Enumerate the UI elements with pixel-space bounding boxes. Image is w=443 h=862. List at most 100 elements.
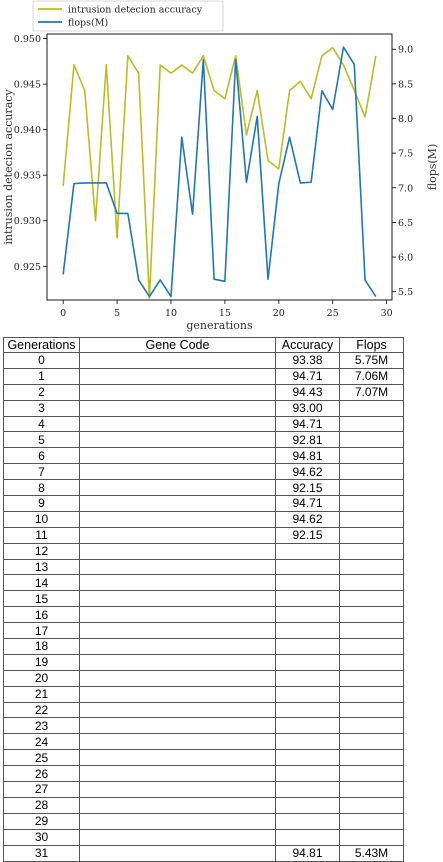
cell-gene-code bbox=[80, 607, 276, 623]
cell-gene-code bbox=[80, 813, 276, 829]
chart-axes: 0 5 10 15 20 25 300.9250.9300.9350.9400.9450.9… bbox=[2, 34, 439, 332]
y2-axis-label: flops(M) bbox=[426, 144, 439, 191]
cell-accuracy: 93.38 bbox=[276, 353, 340, 369]
cell-accuracy bbox=[276, 734, 340, 750]
x-axis-label: generations bbox=[186, 319, 253, 332]
cell-flops bbox=[340, 829, 404, 845]
cell-gene-code bbox=[80, 384, 276, 400]
cell-gene-code bbox=[80, 702, 276, 718]
cell-flops bbox=[340, 496, 404, 512]
table-row: 28 bbox=[4, 797, 404, 813]
header-accuracy: Accuracy bbox=[276, 338, 340, 353]
x-tick-label: 10 bbox=[165, 308, 177, 319]
cell-gene-code bbox=[80, 686, 276, 702]
table-row: 23 bbox=[4, 718, 404, 734]
table-row: 19 bbox=[4, 654, 404, 670]
cell-generation: 28 bbox=[4, 797, 80, 813]
plot-area bbox=[63, 47, 376, 298]
cell-flops: 5.43M bbox=[340, 845, 404, 861]
cell-gene-code bbox=[80, 543, 276, 559]
cell-accuracy bbox=[276, 575, 340, 591]
cell-flops bbox=[340, 448, 404, 464]
cell-accuracy bbox=[276, 607, 340, 623]
cell-generation: 19 bbox=[4, 654, 80, 670]
cell-flops bbox=[340, 591, 404, 607]
table-row: 17 bbox=[4, 623, 404, 639]
x-tick-label: 20 bbox=[273, 308, 285, 319]
cell-flops: 7.07M bbox=[340, 384, 404, 400]
y2-tick-label: 6.5 bbox=[398, 218, 413, 229]
dual-axis-line-chart: intrusion detecion accuracy flops(M) 0 5 10… bbox=[0, 0, 443, 334]
table-row: 16 bbox=[4, 607, 404, 623]
cell-gene-code bbox=[80, 591, 276, 607]
table-row: 13 bbox=[4, 559, 404, 575]
cell-flops bbox=[340, 797, 404, 813]
cell-gene-code bbox=[80, 368, 276, 384]
cell-accuracy bbox=[276, 718, 340, 734]
header-flops: Flops bbox=[340, 338, 404, 353]
cell-generation: 21 bbox=[4, 686, 80, 702]
cell-gene-code bbox=[80, 464, 276, 480]
cell-accuracy: 94.62 bbox=[276, 464, 340, 480]
cell-gene-code bbox=[80, 797, 276, 813]
cell-accuracy bbox=[276, 766, 340, 782]
table-row: 2 94.43 7.07M bbox=[4, 384, 404, 400]
cell-flops bbox=[340, 750, 404, 766]
cell-accuracy bbox=[276, 750, 340, 766]
cell-gene-code bbox=[80, 734, 276, 750]
cell-generation: 5 bbox=[4, 432, 80, 448]
cell-flops bbox=[340, 702, 404, 718]
cell-generation: 4 bbox=[4, 416, 80, 432]
cell-flops bbox=[340, 686, 404, 702]
cell-generation: 11 bbox=[4, 527, 80, 543]
table-row: 1 94.71 7.06M bbox=[4, 368, 404, 384]
cell-generation: 23 bbox=[4, 718, 80, 734]
table-row: 5 92.81 bbox=[4, 432, 404, 448]
cell-flops bbox=[340, 639, 404, 655]
cell-flops bbox=[340, 400, 404, 416]
table-row: 9 94.71 bbox=[4, 496, 404, 512]
cell-gene-code bbox=[80, 416, 276, 432]
cell-accuracy: 94.71 bbox=[276, 416, 340, 432]
cell-flops bbox=[340, 527, 404, 543]
cell-generation: 10 bbox=[4, 511, 80, 527]
y2-tick-label: 6.0 bbox=[398, 253, 413, 264]
table-row: 7 94.62 bbox=[4, 464, 404, 480]
cell-accuracy bbox=[276, 559, 340, 575]
y2-tick-label: 5.5 bbox=[398, 287, 413, 298]
cell-flops bbox=[340, 813, 404, 829]
cell-accuracy: 92.15 bbox=[276, 527, 340, 543]
legend-label-1: flops(M) bbox=[68, 18, 108, 29]
cell-accuracy: 94.43 bbox=[276, 384, 340, 400]
cell-accuracy bbox=[276, 702, 340, 718]
cell-flops bbox=[340, 766, 404, 782]
cell-gene-code bbox=[80, 448, 276, 464]
cell-gene-code bbox=[80, 829, 276, 845]
y2-tick-label: 9.0 bbox=[398, 45, 413, 56]
cell-flops bbox=[340, 464, 404, 480]
cell-generation: 6 bbox=[4, 448, 80, 464]
cell-gene-code bbox=[80, 353, 276, 369]
cell-gene-code bbox=[80, 480, 276, 496]
cell-generation: 2 bbox=[4, 384, 80, 400]
cell-gene-code bbox=[80, 718, 276, 734]
cell-accuracy bbox=[276, 686, 340, 702]
cell-flops bbox=[340, 543, 404, 559]
series-line-1 bbox=[63, 47, 376, 296]
y2-tick-label: 8.0 bbox=[398, 114, 413, 125]
y2-tick-label: 7.5 bbox=[398, 149, 413, 160]
cell-accuracy bbox=[276, 670, 340, 686]
cell-accuracy bbox=[276, 623, 340, 639]
cell-generation: 31 bbox=[4, 845, 80, 861]
x-tick-label: 15 bbox=[219, 308, 231, 319]
cell-accuracy: 93.00 bbox=[276, 400, 340, 416]
y2-tick-label: 8.5 bbox=[398, 79, 413, 90]
cell-gene-code bbox=[80, 432, 276, 448]
cell-generation: 14 bbox=[4, 575, 80, 591]
table-row: 3 93.00 bbox=[4, 400, 404, 416]
cell-generation: 0 bbox=[4, 353, 80, 369]
generations-table: Generations Gene Code Accuracy Flops 0 93… bbox=[3, 337, 404, 862]
table-row: 24 bbox=[4, 734, 404, 750]
table-row: 11 92.15 bbox=[4, 527, 404, 543]
cell-accuracy: 92.81 bbox=[276, 432, 340, 448]
